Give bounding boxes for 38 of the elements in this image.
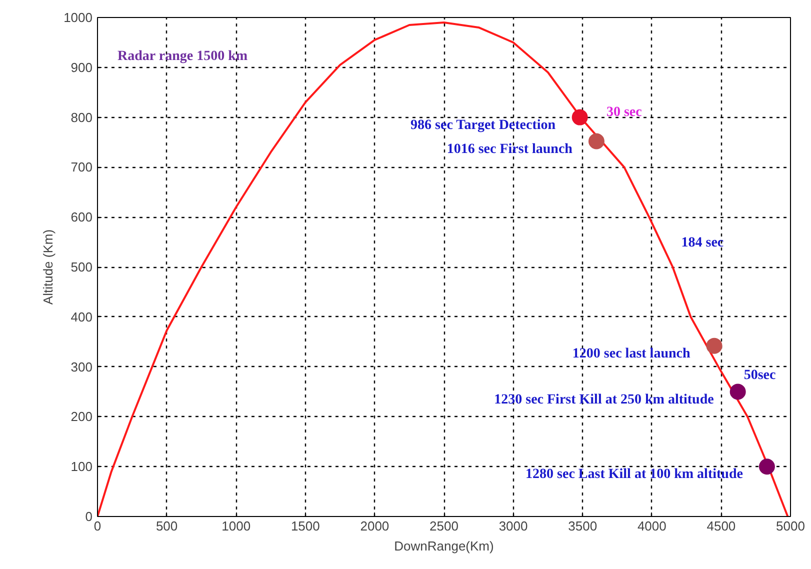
x-tick-label: 2000: [360, 518, 390, 534]
annotation: Radar range 1500 km: [118, 49, 248, 64]
point: [572, 109, 588, 126]
annotation: 1016 sec First launch: [446, 142, 573, 157]
annotation: 986 sec Target Detection: [410, 118, 556, 133]
y-tick-label: 500: [70, 260, 93, 274]
x-tick-label: 3500: [568, 518, 598, 534]
annotation: 184 sec: [681, 235, 724, 250]
x-tick-label: 4000: [637, 518, 666, 534]
annotation: 50sec: [744, 368, 776, 384]
y-tick-label: 200: [70, 409, 93, 424]
line-series: [98, 21, 789, 516]
y-tick-label: 100: [70, 459, 93, 474]
annotation: 1280 sec Last Kill at 100 km altitude: [526, 467, 743, 482]
annotation: 1200 sec last launch: [572, 346, 690, 362]
point: [730, 384, 746, 400]
y-tick-label: 300: [70, 359, 93, 374]
point: [588, 133, 604, 150]
x-tick-label: 1500: [290, 518, 320, 534]
point: [758, 458, 775, 475]
y-tick-label: 700: [70, 160, 93, 175]
y-tick-label: 600: [70, 210, 93, 225]
y-tick-label: 0: [85, 509, 93, 524]
annotation: 1230 sec First Kill at 250 km altitude: [494, 392, 714, 408]
annotation: 30 sec: [606, 104, 642, 120]
x-tick-label: 2500: [430, 518, 458, 534]
x-tick-label: 3000: [498, 518, 528, 534]
x-tick-label: 5000: [776, 518, 805, 534]
y-axis-title: Altitude (Km): [40, 229, 56, 305]
x-tick-label: 1000: [222, 518, 251, 534]
x-axis-title: DownRange(Km): [394, 538, 494, 554]
y-tick-label: 400: [70, 309, 93, 324]
x-tick-label: 500: [156, 518, 178, 534]
y-tick-label: 800: [70, 110, 93, 125]
x-tick-label: 4500: [706, 518, 736, 534]
y-tick-label: 1000: [64, 10, 92, 25]
point: [706, 338, 722, 354]
y-tick-label: 900: [70, 60, 93, 75]
